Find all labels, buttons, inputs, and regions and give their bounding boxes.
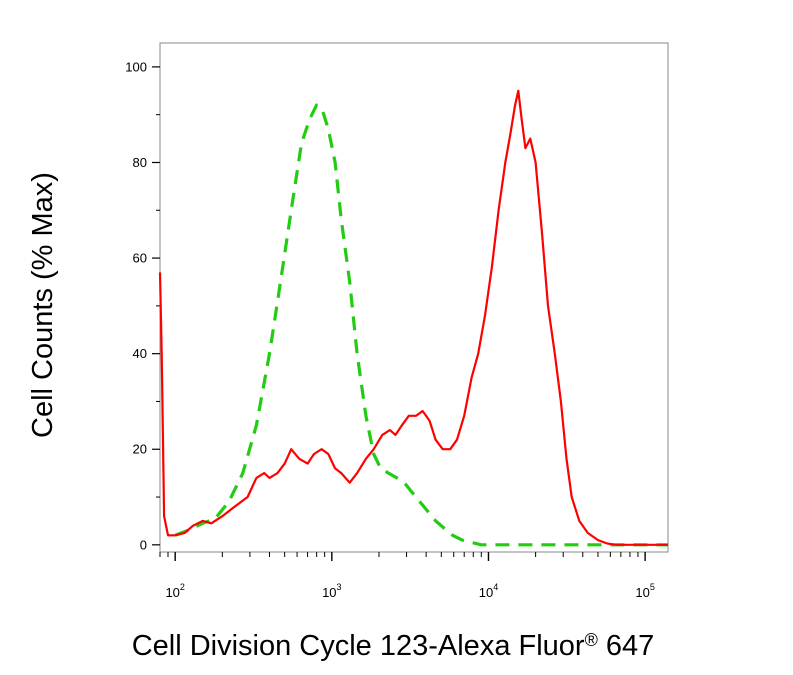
y-tick-label-3: 60 — [133, 251, 147, 266]
x-tick-label-base: 10 — [322, 585, 336, 600]
x-axis-title: Cell Division Cycle 123-Alexa Fluor® 647 — [132, 630, 655, 662]
x-axis-title-registered-mark: ® — [585, 630, 598, 650]
x-tick-label-2: 104 — [479, 582, 498, 600]
plot-frame — [159, 42, 669, 553]
x-tick-label-exponent: 2 — [180, 582, 185, 592]
x-tick-label-exponent: 3 — [337, 582, 342, 592]
y-tick-label-4: 80 — [133, 155, 147, 170]
x-tick-label-base: 10 — [479, 585, 493, 600]
x-tick-label-0: 102 — [165, 582, 184, 600]
x-tick-label-1: 103 — [322, 582, 341, 600]
y-tick-label-2: 40 — [133, 346, 147, 361]
x-tick-label-3: 105 — [635, 582, 654, 600]
x-tick-label-base: 10 — [635, 585, 649, 600]
x-tick-label-exponent: 4 — [493, 582, 498, 592]
series-line-dashed-green — [174, 103, 668, 547]
y-tick-label-0: 0 — [140, 537, 147, 552]
x-tick-label-base: 10 — [165, 585, 179, 600]
y-axis: 0 20 40 60 80 100 — [125, 59, 160, 552]
y-tick-label-1: 20 — [133, 442, 147, 457]
y-axis-title: Cell Counts (% Max) — [27, 172, 59, 438]
x-tick-label-exponent: 5 — [650, 582, 655, 592]
y-tick-label-5: 100 — [125, 59, 147, 74]
series-line-solid-red — [158, 89, 668, 546]
x-axis-title-tail: 647 — [598, 630, 654, 662]
x-axis-title-main: Cell Division Cycle 123-Alexa Fluor — [132, 630, 585, 662]
x-axis: 102 103 104 105 — [159, 552, 655, 600]
series-layer — [158, 89, 668, 547]
